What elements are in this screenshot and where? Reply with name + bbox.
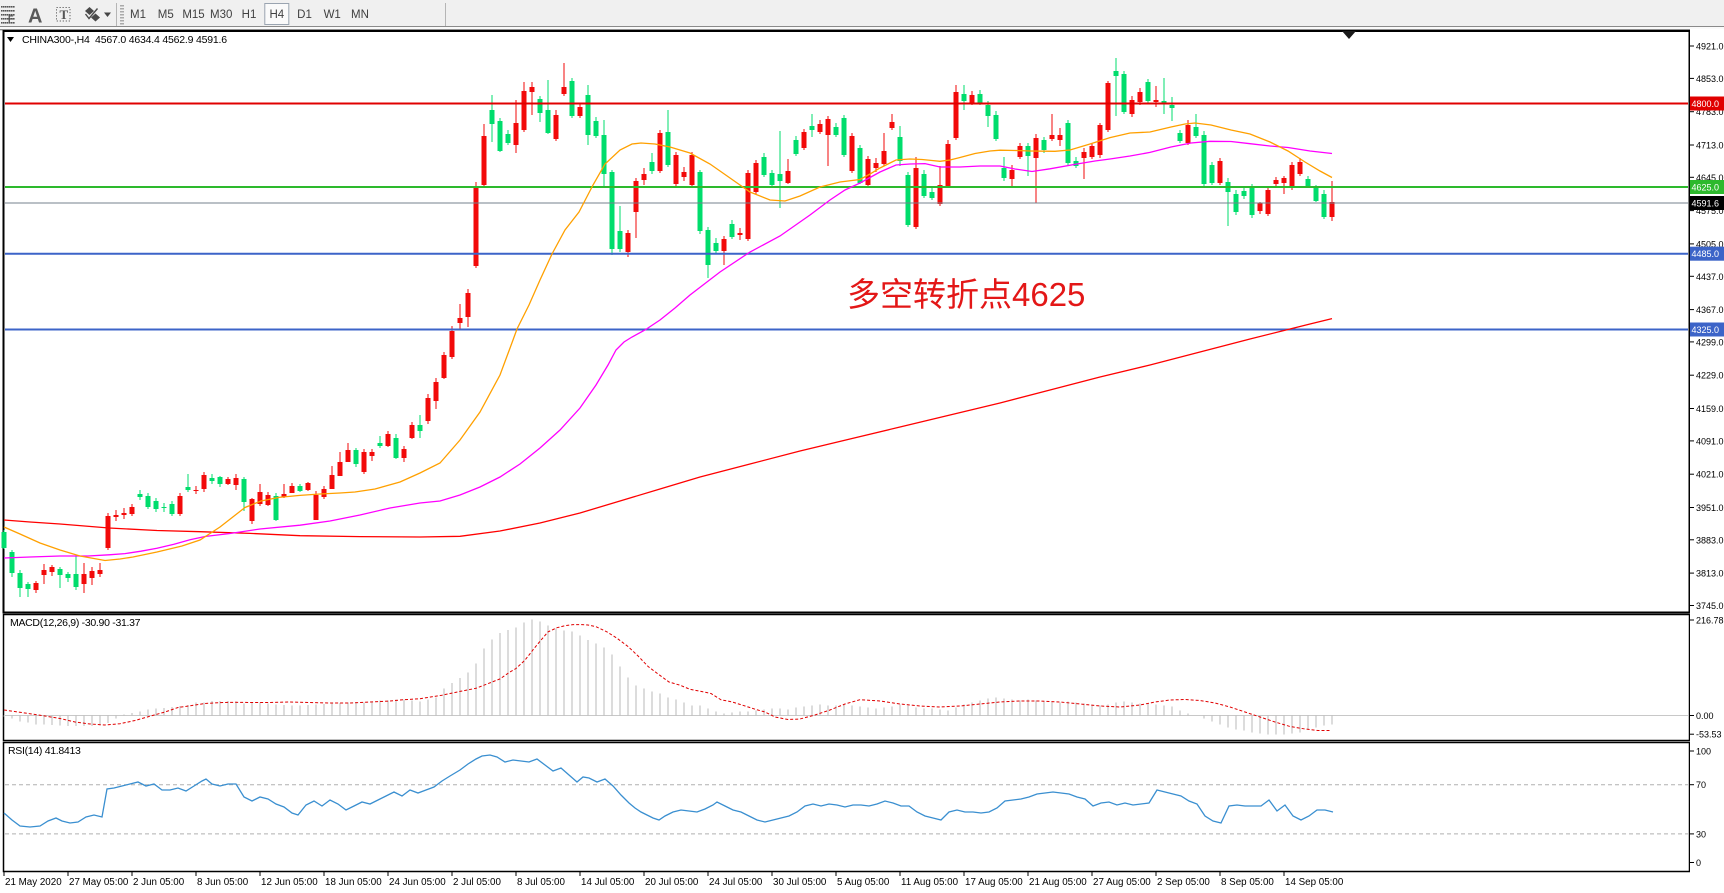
svg-text:3883.0: 3883.0 (1696, 535, 1724, 545)
svg-text:24 Jun 05:00: 24 Jun 05:00 (389, 877, 446, 888)
svg-text:3745.0: 3745.0 (1696, 601, 1724, 611)
svg-text:21 Aug 05:00: 21 Aug 05:00 (1029, 877, 1087, 888)
svg-text:30: 30 (1696, 829, 1706, 839)
svg-text:21 May 2020: 21 May 2020 (5, 877, 62, 888)
svg-text:24 Jul 05:00: 24 Jul 05:00 (709, 877, 763, 888)
svg-text:4783.0: 4783.0 (1696, 107, 1724, 117)
svg-text:MN: MN (351, 9, 369, 21)
svg-text:27 Aug 05:00: 27 Aug 05:00 (1093, 877, 1151, 888)
svg-text:4091.0: 4091.0 (1696, 436, 1724, 446)
svg-text:2 Jul 05:00: 2 Jul 05:00 (453, 877, 501, 888)
svg-text:14 Jul 05:00: 14 Jul 05:00 (581, 877, 635, 888)
svg-text:4591.6: 4591.6 (1692, 199, 1720, 209)
svg-text:W1: W1 (324, 9, 341, 21)
svg-text:4853.0: 4853.0 (1696, 74, 1724, 84)
svg-text:70: 70 (1696, 780, 1706, 790)
svg-text:12 Jun 05:00: 12 Jun 05:00 (261, 877, 318, 888)
svg-text:4159.0: 4159.0 (1696, 404, 1724, 414)
svg-text:8 Jun 05:00: 8 Jun 05:00 (197, 877, 249, 888)
svg-text:4575.0: 4575.0 (1696, 206, 1724, 216)
svg-text:100: 100 (1696, 747, 1711, 757)
svg-text:4645.0: 4645.0 (1696, 173, 1724, 183)
svg-text:T: T (60, 7, 69, 22)
svg-text:11 Aug 05:00: 11 Aug 05:00 (901, 877, 959, 888)
svg-text:4021.0: 4021.0 (1696, 470, 1724, 480)
svg-text:MACD(12,26,9) -30.90 -31.37: MACD(12,26,9) -30.90 -31.37 (10, 617, 141, 629)
svg-text:2 Jun 05:00: 2 Jun 05:00 (133, 877, 185, 888)
svg-text:4800.0: 4800.0 (1692, 99, 1720, 109)
svg-text:M1: M1 (130, 9, 146, 21)
svg-text:F: F (8, 14, 14, 24)
svg-text:M30: M30 (210, 9, 232, 21)
svg-text:4485.0: 4485.0 (1692, 249, 1720, 259)
svg-text:0.00: 0.00 (1696, 711, 1714, 721)
svg-text:H4: H4 (269, 9, 284, 21)
svg-text:多空转折点4625: 多空转折点4625 (847, 276, 1085, 313)
svg-text:4299.0: 4299.0 (1696, 337, 1724, 347)
svg-text:M5: M5 (158, 9, 174, 21)
svg-text:2 Sep 05:00: 2 Sep 05:00 (1157, 877, 1210, 888)
svg-text:4505.0: 4505.0 (1696, 239, 1724, 249)
svg-text:4625.0: 4625.0 (1692, 183, 1720, 193)
svg-text:3951.0: 3951.0 (1696, 503, 1724, 513)
svg-text:4437.0: 4437.0 (1696, 272, 1724, 282)
svg-text:216.78: 216.78 (1696, 616, 1724, 626)
svg-text:8 Jul 05:00: 8 Jul 05:00 (517, 877, 565, 888)
svg-text:4229.0: 4229.0 (1696, 371, 1724, 381)
svg-text:RSI(14) 41.8413: RSI(14) 41.8413 (8, 745, 81, 757)
svg-text:30 Jul 05:00: 30 Jul 05:00 (773, 877, 827, 888)
svg-text:0: 0 (1696, 858, 1701, 868)
svg-text:3813.0: 3813.0 (1696, 569, 1724, 579)
svg-text:5 Aug 05:00: 5 Aug 05:00 (837, 877, 890, 888)
svg-text:18 Jun 05:00: 18 Jun 05:00 (325, 877, 382, 888)
svg-text:CHINA300-,H4 4567.0 4634.4 45: CHINA300-,H4 4567.0 4634.4 4562.9 4591.6 (22, 34, 227, 46)
svg-text:20 Jul 05:00: 20 Jul 05:00 (645, 877, 699, 888)
svg-text:4367.0: 4367.0 (1696, 305, 1724, 315)
svg-text:4921.0: 4921.0 (1696, 42, 1724, 52)
svg-text:M15: M15 (182, 9, 204, 21)
svg-text:14 Sep 05:00: 14 Sep 05:00 (1285, 877, 1344, 888)
svg-text:A: A (28, 6, 42, 28)
svg-text:4325.0: 4325.0 (1692, 325, 1720, 335)
svg-text:D1: D1 (297, 9, 312, 21)
svg-text:4713.0: 4713.0 (1696, 141, 1724, 151)
svg-text:-53.53: -53.53 (1696, 730, 1722, 740)
svg-text:H1: H1 (242, 9, 257, 21)
svg-text:8 Sep 05:00: 8 Sep 05:00 (1221, 877, 1274, 888)
svg-text:27 May 05:00: 27 May 05:00 (69, 877, 129, 888)
svg-text:17 Aug 05:00: 17 Aug 05:00 (965, 877, 1023, 888)
